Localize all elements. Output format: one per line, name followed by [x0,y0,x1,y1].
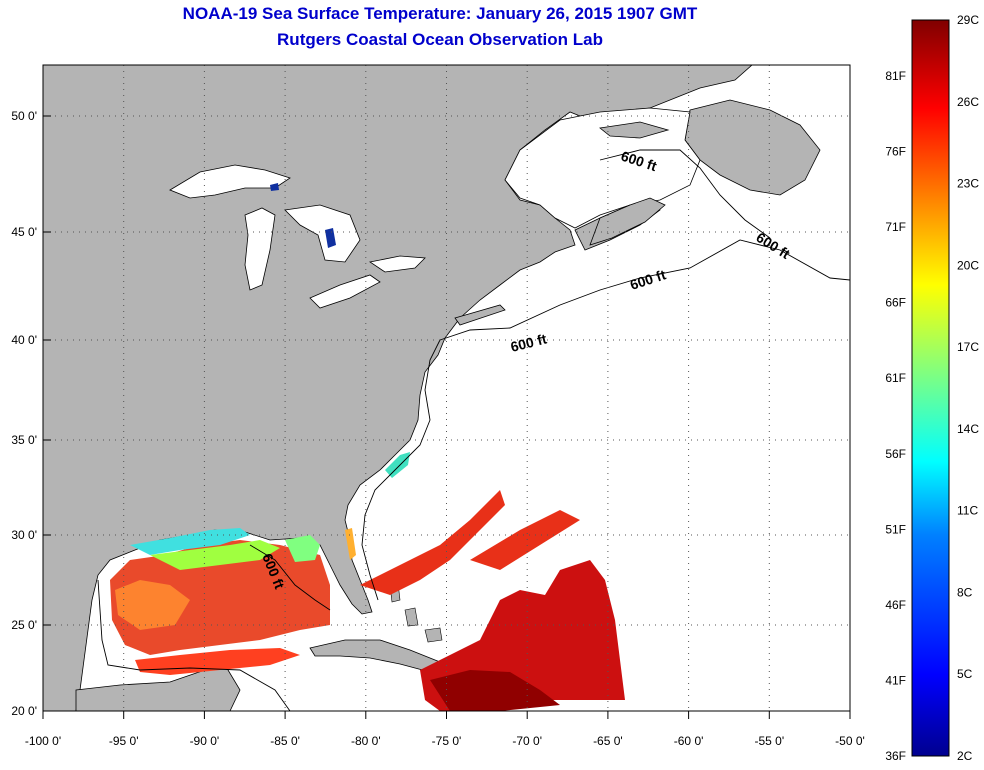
latitude-label: 45 0' [11,225,37,239]
latitude-label: 25 0' [11,618,37,632]
latitude-label: 20 0' [11,704,37,718]
sst-carolina-cool [385,452,410,478]
colorbar-celsius-label: 14C [957,422,979,436]
sst-gulf-cool-3 [285,535,320,562]
sst-atlantic-dark [430,670,560,711]
sst-atlantic-streak-2 [470,510,580,570]
colorbar-fahrenheit-label: 81F [885,69,906,83]
longitude-label: -65 0' [593,734,623,748]
isobath-600ft-2 [599,149,771,239]
colorbar-fahrenheit-label: 41F [885,673,906,687]
lake-huron [284,204,361,263]
longitude-label: -90 0' [190,734,220,748]
isobath-600ft [439,239,850,341]
colorbar [911,19,950,757]
latitude-labels: 20 0' 25 0' 30 0' 35 0' 40 0' 45 0' 50 0' [11,109,51,718]
colorbar-celsius-label: 26C [957,95,979,109]
longitude-label: -100 0' [25,734,61,748]
longitude-label: -50 0' [835,734,865,748]
longitude-label: -80 0' [351,734,381,748]
isobath-600ft-5 [249,544,331,611]
isobath-600ft-4 [97,579,291,711]
colorbar-fahrenheit-label: 56F [885,447,906,461]
latitude-label: 40 0' [11,333,37,347]
sst-gulf-cool-2 [150,540,280,570]
longitude-label: -95 0' [109,734,139,748]
colorbar-labels: 29C 26C 23C 20C 17C 14C 11C 8C 5C 2C 81F 76F 71F 66F 6… [885,13,979,763]
colorbar-fahrenheit-label: 61F [885,371,906,385]
lake-ontario [368,255,426,273]
longitude-label: -60 0' [674,734,704,748]
longitude-label: -70 0' [512,734,542,748]
lake-ice-patch-2 [270,183,279,191]
sst-gulf-cool [130,528,250,555]
long-island [454,304,506,326]
longitude-labels: -100 0' -95 0' -90 0' -85 0' -80 0' -75 0' -70… [25,711,865,748]
latitude-label: 50 0' [11,109,37,123]
sst-florida-coast [345,528,356,560]
colorbar-celsius-label: 5C [957,667,973,681]
colorbar-fahrenheit-label: 66F [885,296,906,310]
lake-erie [309,274,381,309]
colorbar-celsius-label: 29C [957,13,979,27]
longitude-label: -85 0' [270,734,300,748]
colorbar-fahrenheit-label: 36F [885,749,906,763]
colorbar-celsius-label: 2C [957,749,973,763]
isobath-600ft-3 [361,339,441,601]
sst-gulf-warm [115,580,190,630]
lake-superior [169,164,291,199]
colorbar-fahrenheit-label: 71F [885,220,906,234]
colorbar-celsius-label: 17C [957,340,979,354]
nova-scotia-2 [589,197,666,246]
colorbar-fahrenheit-label: 76F [885,145,906,159]
colorbar-celsius-label: 11C [957,504,978,518]
latitude-label: 35 0' [11,433,37,447]
gulf-st-lawrence [504,107,701,229]
colorbar-celsius-label: 20C [957,258,979,272]
longitude-label: -55 0' [754,734,784,748]
lake-michigan [244,207,276,291]
map-subtitle: Rutgers Coastal Ocean Observation Lab [277,30,603,49]
graticule [43,65,850,711]
longitude-label: -75 0' [432,734,462,748]
colorbar-celsius-label: 23C [957,177,979,191]
map-title: NOAA-19 Sea Surface Temperature: January… [182,4,698,23]
sst-atlantic-streak [360,490,505,595]
colorbar-fahrenheit-label: 51F [885,522,906,536]
colorbar-fahrenheit-label: 46F [885,598,906,612]
anticosti-island-2 [599,121,670,139]
latitude-label: 30 0' [11,528,37,542]
colorbar-celsius-label: 8C [957,585,973,599]
lake-ice-patch [325,228,336,248]
